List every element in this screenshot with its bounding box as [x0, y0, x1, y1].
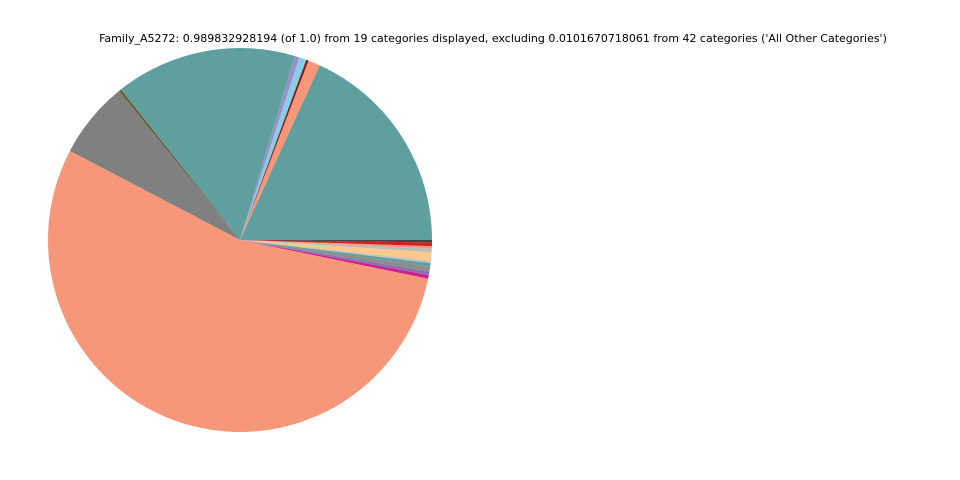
pie-slice — [240, 240, 432, 247]
pie-slice — [240, 240, 430, 276]
pie-slice — [240, 240, 431, 272]
pie-slice — [240, 240, 432, 261]
pie-slice — [240, 240, 432, 249]
pie-slice — [240, 59, 309, 240]
pie-slice — [240, 65, 432, 241]
chart-title: Family_A5272: 0.989832928194 (of 1.0) fr… — [99, 32, 887, 45]
pie-slice — [240, 240, 429, 279]
pie-slice — [240, 60, 320, 240]
pie-slice — [240, 57, 307, 240]
pie-slice — [240, 240, 431, 264]
pie-slice — [69, 90, 241, 240]
pie-slice — [240, 240, 432, 243]
pie-slice — [240, 55, 300, 241]
pie-slice — [120, 48, 295, 241]
pie-slice — [240, 240, 431, 267]
pie-slice — [47, 150, 429, 432]
pie-slice — [118, 89, 240, 240]
pie-slice — [240, 240, 432, 253]
